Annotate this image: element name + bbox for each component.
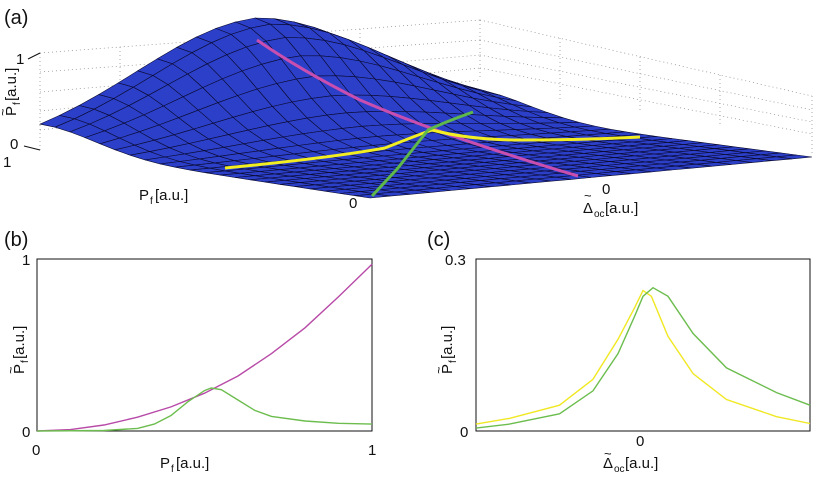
panel-b-xtick-0: 0: [32, 442, 40, 459]
panel-c-frame: [475, 258, 811, 432]
panel-c-ylabel: ~ P f [a.u.]: [431, 326, 459, 374]
panel-b-ylabel-au: [a.u.]: [11, 326, 28, 359]
panel-c-xlabel-tilde: ~: [604, 446, 612, 461]
curve-green: [370, 110, 474, 198]
panel-c-ylabel-au: [a.u.]: [439, 326, 456, 359]
panel-b-xlabel-au: [a.u.]: [176, 455, 209, 472]
panel-b-ytick-1: 1: [22, 252, 30, 269]
panel-c-xtick-0: 0: [636, 433, 644, 450]
panel-c-xlabel: ~ Δ oc [a.u.]: [603, 446, 658, 475]
panel-c-label: (c): [427, 229, 450, 251]
panel-a-label: (a): [4, 7, 28, 29]
panel-b-ylabel: ~ P f [a.u.]: [3, 326, 31, 374]
panel-a-xtick-1: 1: [3, 154, 11, 171]
panel-c-plot-area: [475, 286, 811, 429]
panel-b-ylabel-p: P: [11, 364, 28, 374]
panel-a-zlabel-p: P: [3, 106, 20, 116]
surface-plot: [39, 17, 813, 199]
panel-b-ylabel-tilde: ~: [3, 366, 18, 374]
panel-b-plot-area: [36, 263, 373, 432]
panel-a-xlabel: P f [a.u.]: [139, 187, 188, 207]
panel-b-ytick-0: 0: [22, 424, 30, 441]
panel-a-zlabel: ~ P f [a.u.]: [0, 68, 23, 116]
panel-a-ytick-0: 0: [602, 181, 610, 198]
panel-a-ztick-line-0: [23, 145, 41, 151]
panel-a-xlabel-p: P: [139, 187, 149, 204]
panel-b-xtick-1: 1: [368, 442, 376, 459]
series-1-line: [36, 387, 373, 432]
panel-a-ztick-0: 0: [10, 136, 18, 153]
panel-a: (a) 1: [0, 7, 813, 220]
panel-c-xlabel-delta: Δ: [603, 455, 613, 472]
panel-a-ylabel-sub: oc: [594, 209, 605, 220]
panel-c-ylabel-tilde: ~: [431, 366, 446, 374]
panel-a-ztick-1: 1: [16, 51, 24, 68]
panel-b: (b) 1 0 0 1 ~ P f [a.u.] P f [a.u.]: [3, 229, 376, 475]
panel-b-xlabel-p: P: [160, 455, 170, 472]
curve-yellow: [224, 128, 641, 170]
panel-c-xlabel-au: [a.u.]: [625, 455, 658, 472]
panel-a-ylabel-au: [a.u.]: [605, 200, 638, 217]
panel-a-zlabel-sub: f: [12, 102, 23, 105]
panel-a-ylabel: ~ Δ oc [a.u.]: [583, 188, 638, 220]
panel-c-ylabel-p: P: [439, 364, 456, 374]
panel-a-ylabel-delta: Δ: [583, 200, 593, 217]
panel-c: (c) 0.3 0 0 ~ P f [a.u.] ~ Δ oc [a.u.]: [427, 229, 811, 475]
panel-a-ylabel-tilde: ~: [584, 188, 592, 203]
panel-a-zlabel-tilde: ~: [0, 108, 10, 116]
panel-a-zlabel-au: [a.u.]: [3, 68, 20, 101]
panel-c-xlabel-sub: oc: [614, 464, 625, 475]
panel-a-xlabel-au: [a.u.]: [155, 187, 188, 204]
panel-a-xtick-0: 0: [349, 195, 357, 212]
panel-b-label: (b): [4, 229, 28, 251]
panel-c-ytick-0: 0: [460, 424, 468, 441]
panel-a-xlabel-sub: f: [150, 196, 153, 207]
panel-b-frame: [36, 258, 373, 432]
panel-a-ztick-line-1: [27, 52, 41, 60]
curve-magenta: [256, 38, 579, 178]
panel-c-ytick-0.3: 0.3: [445, 252, 466, 269]
panel-c-ylabel-sub: f: [448, 360, 459, 363]
panel-b-ylabel-sub: f: [20, 360, 31, 363]
series-0-line: [475, 289, 811, 425]
panel-b-xlabel: P f [a.u.]: [160, 455, 209, 475]
series-0-line: [36, 263, 373, 432]
series-1-line: [475, 286, 811, 429]
panel-b-xlabel-sub: f: [171, 464, 174, 475]
